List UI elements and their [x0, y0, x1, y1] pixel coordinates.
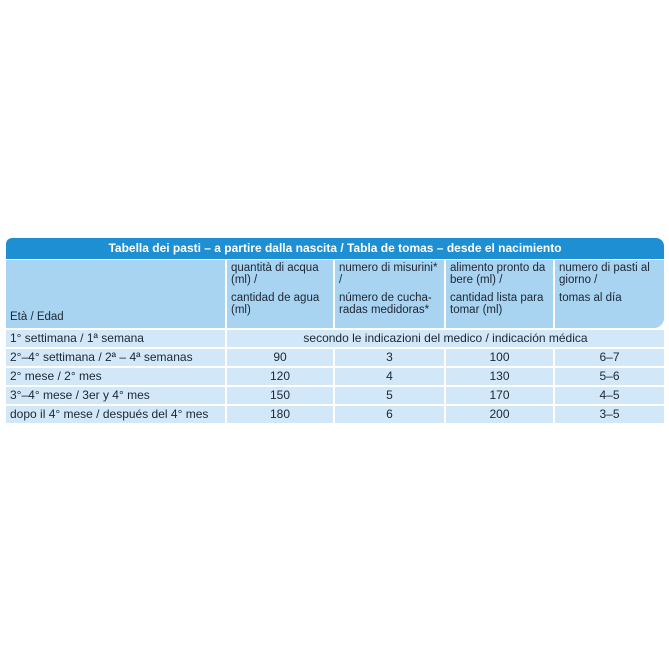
header-water: quantità di acqua (ml) / cantidad de agua… — [227, 260, 333, 328]
cell-meals: 3–5 — [555, 406, 664, 423]
table-row: 3°–4° mese / 3er y 4° mes 150 5 170 4–5 — [6, 387, 664, 404]
cell-water: 150 — [227, 387, 333, 404]
cell-meals: 6–7 — [555, 349, 664, 366]
header-meals-it: numero di pasti al giorno / — [559, 262, 650, 286]
cell-age: 2°–4° settimana / 2ª – 4ª semanas — [6, 349, 225, 366]
header-scoops-it: numero di misurini* / — [339, 262, 438, 286]
header-water-it: quantità di acqua (ml) / — [231, 262, 319, 286]
cell-age: 3°–4° mese / 3er y 4° mes — [6, 387, 225, 404]
cell-meals: 4–5 — [555, 387, 664, 404]
cell-age: dopo il 4° mese / después del 4° mes — [6, 406, 225, 423]
cell-ready: 130 — [446, 368, 553, 385]
cell-ready: 170 — [446, 387, 553, 404]
header-meals: numero di pasti al giorno / tomas al día — [555, 260, 664, 328]
header-ready: alimento pronto da bere (ml) / cantidad l… — [446, 260, 553, 328]
table-row: 2° mese / 2° mes 120 4 130 5–6 — [6, 368, 664, 385]
cell-ready: 100 — [446, 349, 553, 366]
cell-water: 90 — [227, 349, 333, 366]
cell-water: 180 — [227, 406, 333, 423]
header-age-label: Età / Edad — [10, 311, 64, 323]
cell-scoops: 4 — [335, 368, 444, 385]
header-water-es: cantidad de agua (ml) — [231, 292, 320, 316]
cell-ready: 200 — [446, 406, 553, 423]
header-row: Età / Edad quantità di acqua (ml) / canti… — [6, 260, 664, 328]
cell-scoops: 6 — [335, 406, 444, 423]
cell-age: 2° mese / 2° mes — [6, 368, 225, 385]
header-ready-es: cantidad lista para tomar (ml) — [450, 292, 544, 316]
header-scoops-es: número de cucha-radas medidoras* — [339, 292, 432, 316]
cell-meals: 5–6 — [555, 368, 664, 385]
table-title: Tabella dei pasti – a partire dalla nasc… — [6, 238, 664, 259]
header-scoops: numero di misurini* / número de cucha-rad… — [335, 260, 444, 328]
header-meals-es: tomas al día — [559, 292, 622, 304]
table-row: dopo il 4° mese / después del 4° mes 180 6… — [6, 406, 664, 423]
feeding-table: Tabella dei pasti – a partire dalla nasc… — [6, 238, 664, 423]
table-row: 2°–4° settimana / 2ª – 4ª semanas 90 3 100 6… — [6, 349, 664, 366]
cell-age: 1° settimana / 1ª semana — [6, 330, 225, 347]
cell-note: secondo le indicazioni del medico / indi… — [227, 330, 664, 347]
header-ready-it: alimento pronto da bere (ml) / — [450, 262, 546, 286]
header-age: Età / Edad — [6, 260, 225, 328]
cell-scoops: 3 — [335, 349, 444, 366]
table-row: 1° settimana / 1ª semana secondo le indi… — [6, 330, 664, 347]
cell-water: 120 — [227, 368, 333, 385]
cell-scoops: 5 — [335, 387, 444, 404]
